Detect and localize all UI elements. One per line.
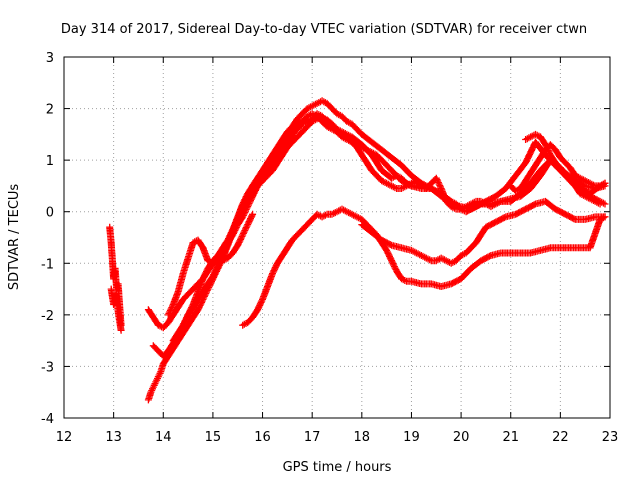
satellite-track-11 [522, 130, 604, 208]
satellite-track-10 [507, 141, 609, 195]
satellite-track-7-markers [169, 110, 420, 345]
satellite-track-9 [358, 197, 609, 267]
x-tick-label: 21 [502, 430, 519, 445]
satellite-track-11-markers [522, 130, 604, 208]
satellite-track-2-markers [107, 285, 125, 334]
y-tick-label: -2 [41, 309, 54, 324]
y-tick-label: 0 [46, 206, 54, 221]
x-tick-label: 14 [155, 430, 172, 445]
satellite-track-2 [107, 285, 125, 334]
plot-frame [63, 56, 611, 419]
x-axis-label: GPS time / hours [283, 460, 392, 475]
satellite-track-1-markers [106, 223, 125, 329]
y-axis-label: SDTVAR / TECUs [7, 184, 22, 291]
satellite-track-9-markers [358, 197, 609, 267]
satellite-track-6-markers [164, 210, 257, 319]
satellite-track-1 [106, 223, 125, 329]
x-tick-label: 16 [254, 430, 271, 445]
y-tick-label: -1 [41, 257, 54, 272]
x-tick-label: 12 [56, 430, 73, 445]
x-tick-label: 20 [453, 430, 470, 445]
x-tick-label: 19 [403, 430, 420, 445]
satellite-track-10-markers [507, 141, 609, 195]
x-tick-label: 17 [304, 430, 321, 445]
satellite-track-6 [164, 210, 257, 319]
y-tick-label: 1 [46, 154, 54, 169]
satellite-track-8-markers [239, 205, 609, 329]
x-tick-label: 18 [354, 430, 371, 445]
x-tick-label: 22 [552, 430, 569, 445]
satellite-track-8 [239, 205, 609, 329]
x-tick-label: 15 [205, 430, 222, 445]
y-tick-label: 2 [46, 103, 54, 118]
satellite-track-7 [169, 110, 420, 345]
y-tick-label: -3 [41, 360, 54, 375]
y-tick-label: -4 [41, 412, 54, 427]
x-tick-label: 23 [602, 430, 619, 445]
chart-title: Day 314 of 2017, Sidereal Day-to-day VTE… [61, 22, 587, 37]
x-tick-label: 13 [105, 430, 122, 445]
data-layer [106, 97, 609, 404]
y-tick-label: 3 [46, 51, 54, 66]
